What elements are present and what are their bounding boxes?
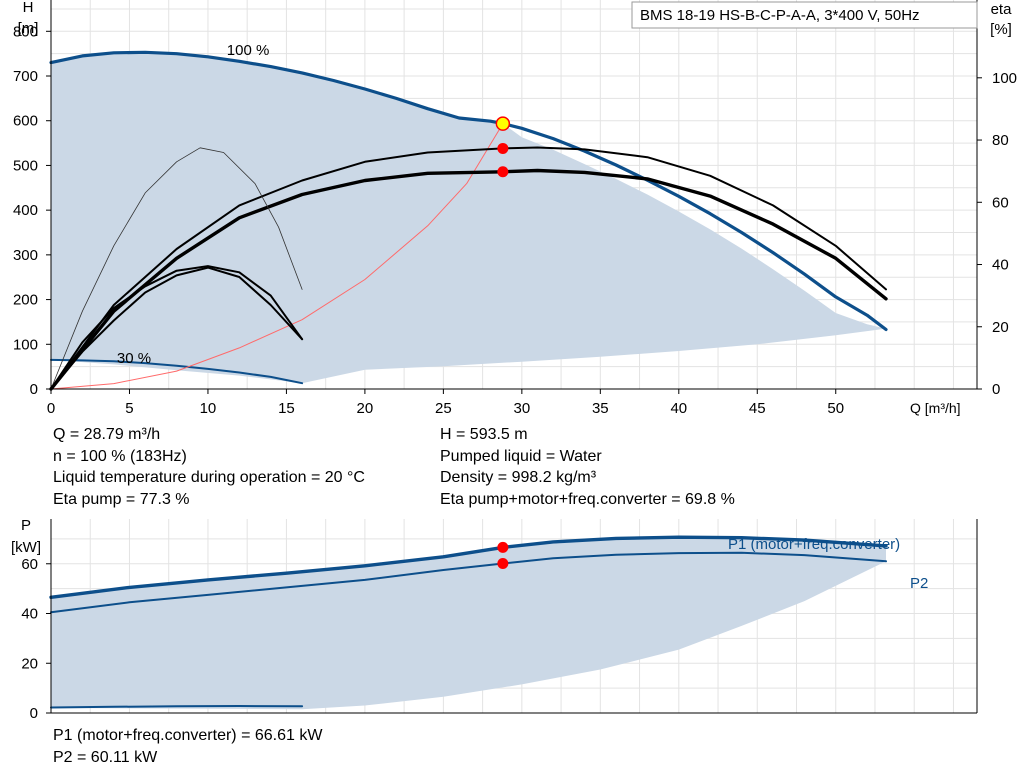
y-tick-label: 0 bbox=[30, 381, 38, 398]
y-axis-unit: [m] bbox=[18, 20, 39, 37]
y-tick-label: 700 bbox=[13, 68, 38, 85]
power-operating-area bbox=[51, 537, 886, 710]
duty-info-left: Q = 28.79 m³/h n = 100 % (183Hz) Liquid … bbox=[53, 424, 365, 510]
pumped-liquid-value: Pumped liquid = Water bbox=[440, 447, 602, 465]
x-tick-label: 25 bbox=[435, 400, 452, 417]
p1-series-label: P1 (motor+freq.converter) bbox=[728, 536, 900, 553]
head-chart-markers bbox=[495, 116, 511, 178]
power-point-marker bbox=[497, 541, 509, 553]
y-axis-label: H bbox=[23, 0, 34, 16]
y2-axis-unit: [%] bbox=[990, 21, 1012, 38]
y2-tick-label: 100 bbox=[992, 70, 1017, 87]
operating-area bbox=[51, 52, 886, 384]
y2-tick-label: 0 bbox=[992, 381, 1000, 398]
power-chart-markers bbox=[497, 541, 509, 569]
y-tick-label: 800 bbox=[13, 23, 38, 40]
power-info: P1 (motor+freq.converter) = 66.61 kW P2 … bbox=[53, 725, 322, 768]
duty-point-marker bbox=[495, 116, 511, 131]
p-min-curve bbox=[50, 705, 304, 709]
x-tick-label: 15 bbox=[278, 400, 295, 417]
efficiency-point-marker bbox=[497, 142, 509, 154]
power-y-tick-label: 40 bbox=[21, 606, 38, 623]
y2-tick-label: 80 bbox=[992, 132, 1009, 149]
head-operating-area bbox=[51, 52, 886, 384]
duty-info-right: H = 593.5 m Pumped liquid = Water Densit… bbox=[440, 424, 735, 510]
head-min-curve bbox=[50, 358, 304, 385]
y2-tick-label: 60 bbox=[992, 194, 1009, 211]
x-tick-label: 35 bbox=[592, 400, 609, 417]
head-max-curve bbox=[49, 50, 888, 332]
speed-value: n = 100 % (183Hz) bbox=[53, 447, 187, 465]
flow-value: Q = 28.79 m³/h bbox=[53, 426, 161, 443]
chart-title-box bbox=[631, 1, 978, 29]
x-tick-label: 20 bbox=[357, 400, 374, 417]
y-tick-label: 300 bbox=[13, 247, 38, 264]
p2-value: P2 = 60.11 kW bbox=[53, 748, 158, 766]
head-value: H = 593.5 m bbox=[440, 426, 528, 443]
y-tick-label: 200 bbox=[13, 292, 38, 309]
x-tick-label: 10 bbox=[200, 400, 217, 417]
power-y-tick-label: 0 bbox=[30, 705, 38, 722]
p1-value: P1 (motor+freq.converter) = 66.61 kW bbox=[53, 727, 323, 744]
power-y-axis-unit: [kW] bbox=[11, 539, 41, 556]
y-tick-label: 100 bbox=[13, 336, 38, 353]
head-efficiency-chart: 0 5 10 15 20 25 30 35 40 45 5001002003004005006007… bbox=[13, 0, 1017, 417]
head-chart-axes: 0 5 10 15 20 25 30 35 40 45 5001002003004005006007… bbox=[13, 0, 1017, 417]
power-y-axis-label: P bbox=[21, 517, 31, 534]
eta-total-value: Eta pump+motor+freq.converter = 69.8 % bbox=[440, 490, 735, 508]
system-curve-curve bbox=[50, 123, 504, 390]
head-chart-labels: H [m] eta [%] Q [m³/h] BMS 18-19 HS-B-C-… bbox=[18, 0, 1013, 416]
eta-pump-30-curve bbox=[50, 147, 303, 390]
x-tick-label: 30 bbox=[514, 400, 531, 417]
power-chart-axes: 0 20 40 60 bbox=[21, 519, 978, 722]
eta-total-30-curve bbox=[50, 265, 304, 390]
power-chart: 0 20 40 60 P [kW] P1 (motor+freq.converter)… bbox=[11, 517, 978, 722]
density-value: Density = 998.2 kg/m³ bbox=[440, 469, 597, 486]
power-y-tick-label: 60 bbox=[21, 556, 38, 573]
y2-axis-label: eta bbox=[991, 1, 1013, 18]
y-tick-label: 600 bbox=[13, 113, 38, 130]
curve-annotation: 100 % bbox=[227, 42, 270, 59]
y2-tick-label: 20 bbox=[992, 319, 1009, 336]
x-axis-label: Q [m³/h] bbox=[910, 400, 961, 416]
y-tick-label: 500 bbox=[13, 157, 38, 174]
curve-annotation: 30 % bbox=[117, 350, 151, 367]
x-tick-label: 5 bbox=[125, 400, 133, 417]
y-tick-label: 400 bbox=[13, 202, 38, 219]
liquid-temperature-value: Liquid temperature during operation = 20… bbox=[53, 469, 365, 486]
x-tick-label: 0 bbox=[47, 400, 55, 417]
power-operating-area-shape bbox=[51, 537, 886, 710]
p2-series-label: P2 bbox=[910, 575, 928, 592]
y2-tick-label: 40 bbox=[992, 257, 1009, 274]
eta-extra-30-curve bbox=[50, 266, 304, 390]
efficiency-point-marker bbox=[497, 166, 509, 178]
x-tick-label: 40 bbox=[670, 400, 687, 417]
power-chart-labels: P [kW] P1 (motor+freq.converter) P2 bbox=[11, 517, 928, 592]
x-tick-label: 50 bbox=[827, 400, 844, 417]
power-y-tick-label: 20 bbox=[21, 655, 38, 672]
eta-pump-value: Eta pump = 77.3 % bbox=[53, 490, 190, 508]
chart-title: BMS 18-19 HS-B-C-P-A-A, 3*400 V, 50Hz bbox=[640, 7, 920, 24]
power-point-marker bbox=[497, 557, 509, 569]
x-tick-label: 45 bbox=[749, 400, 766, 417]
